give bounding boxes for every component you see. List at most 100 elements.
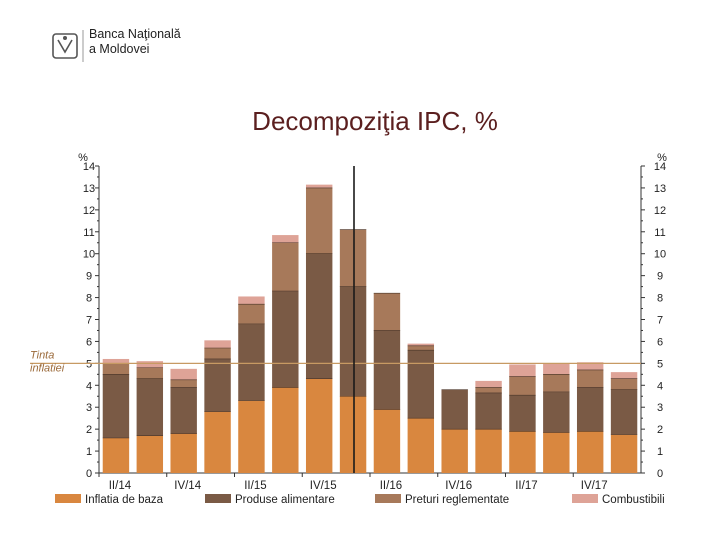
bar-segment — [170, 387, 197, 434]
bank-name: Banca Naţională a Moldovei — [89, 27, 181, 57]
bar-segment — [170, 433, 197, 473]
bar-segment — [102, 363, 130, 375]
bar-segment — [543, 391, 570, 433]
y-tick-label-right: 3 — [657, 402, 663, 414]
bar-segment — [272, 290, 299, 388]
y-tick-label-left: 13 — [83, 183, 95, 195]
bar-segment — [305, 187, 333, 254]
bar-segment — [170, 379, 197, 388]
bar-segment — [610, 389, 638, 435]
x-tick-label: II/16 — [380, 480, 402, 492]
bar-segment — [272, 387, 299, 473]
bar-segment — [136, 361, 164, 368]
legend-label: Produse alimentare — [235, 494, 335, 506]
y-tick-label-right: 13 — [654, 183, 666, 195]
bar-segment — [475, 429, 502, 473]
bar-segment — [170, 368, 197, 380]
bar-segment — [305, 184, 333, 188]
y-tick-label-left: 5 — [86, 358, 92, 370]
bar-segment — [441, 389, 468, 430]
bar-segment — [238, 296, 265, 305]
bar-segment — [475, 392, 502, 430]
y-tick-label-right: 6 — [657, 336, 663, 348]
x-tick-label: IV/16 — [445, 480, 472, 492]
y-unit-left: % — [78, 152, 88, 164]
bar-segment — [373, 409, 401, 473]
bar-segment — [136, 435, 164, 473]
y-tick-label-right: 1 — [657, 446, 663, 458]
y-tick-label-left: 0 — [86, 468, 92, 480]
bar-segment — [407, 418, 435, 473]
y-tick-label-right: 14 — [654, 161, 666, 173]
y-tick-label-right: 9 — [657, 271, 663, 283]
bar-segment — [102, 437, 130, 473]
bar-segment — [576, 431, 604, 473]
bank-name-line2: a Moldovei — [89, 42, 150, 56]
y-tick-label-left: 6 — [86, 336, 92, 348]
y-tick-label-right: 0 — [657, 468, 663, 480]
y-tick-label-left: 7 — [86, 315, 92, 327]
bar-segment — [136, 378, 164, 436]
y-tick-label-left: 1 — [86, 446, 92, 458]
y-tick-label-right: 8 — [657, 293, 663, 305]
logo — [50, 26, 200, 66]
bar-segment — [407, 350, 435, 419]
legend-label: Preturi reglementate — [405, 494, 509, 506]
y-unit-right: % — [657, 152, 667, 164]
legend-label: Inflatia de baza — [85, 494, 164, 506]
bar-segment — [102, 358, 130, 364]
y-tick-label-right: 5 — [657, 358, 663, 370]
bar-segment — [373, 330, 401, 410]
bar-segment — [407, 343, 435, 346]
bar-segment — [305, 378, 333, 473]
bank-seal-icon — [52, 30, 84, 62]
bar-segment — [272, 242, 299, 291]
bar-segment — [543, 432, 570, 473]
x-tick-label: II/15 — [244, 480, 266, 492]
bar-segment — [102, 374, 130, 438]
bank-name-line1: Banca Naţională — [89, 27, 181, 41]
slide-title: Decompoziţia IPC, % — [252, 106, 498, 136]
legend-swatch — [55, 494, 81, 503]
legend-swatch — [205, 494, 231, 503]
bar-segment — [238, 304, 265, 324]
bar-segment — [305, 253, 333, 379]
bar-segment — [136, 367, 164, 379]
bar-segment — [543, 363, 570, 375]
bar-segment — [475, 380, 502, 388]
legend-swatch — [572, 494, 598, 503]
bar-segment — [509, 395, 536, 432]
bar-segment — [509, 364, 536, 377]
x-tick-label: II/17 — [515, 480, 537, 492]
inflation-target-label-line1: Tinta — [30, 349, 54, 361]
y-tick-label-right: 2 — [657, 424, 663, 436]
bar-segment — [373, 293, 401, 331]
bar-segment — [204, 358, 231, 412]
bar-segment — [576, 362, 604, 370]
bar-segment — [238, 323, 265, 401]
y-tick-label-left: 8 — [86, 293, 92, 305]
bar-segment — [610, 434, 638, 473]
bar-segment — [204, 411, 231, 473]
bar-segment — [610, 378, 638, 390]
bar-segment — [509, 376, 536, 396]
bar-segment — [339, 396, 367, 473]
y-tick-label-left: 9 — [86, 271, 92, 283]
x-tick-label: II/14 — [109, 480, 132, 492]
bar-segment — [339, 229, 367, 287]
bar-segment — [441, 429, 468, 473]
y-tick-label-left: 4 — [86, 380, 92, 392]
y-tick-label-right: 7 — [657, 315, 663, 327]
bar-segment — [509, 431, 536, 473]
legend-swatch — [375, 494, 401, 503]
bar-segment — [576, 369, 604, 388]
y-tick-label-left: 14 — [83, 161, 95, 173]
bar-segment — [238, 400, 265, 473]
bar-segment — [339, 286, 367, 397]
bar-segment — [610, 372, 638, 379]
x-tick-label: IV/15 — [310, 480, 337, 492]
y-tick-label-right: 4 — [657, 380, 663, 392]
bar-segment — [272, 235, 299, 243]
bar-segment — [576, 387, 604, 432]
